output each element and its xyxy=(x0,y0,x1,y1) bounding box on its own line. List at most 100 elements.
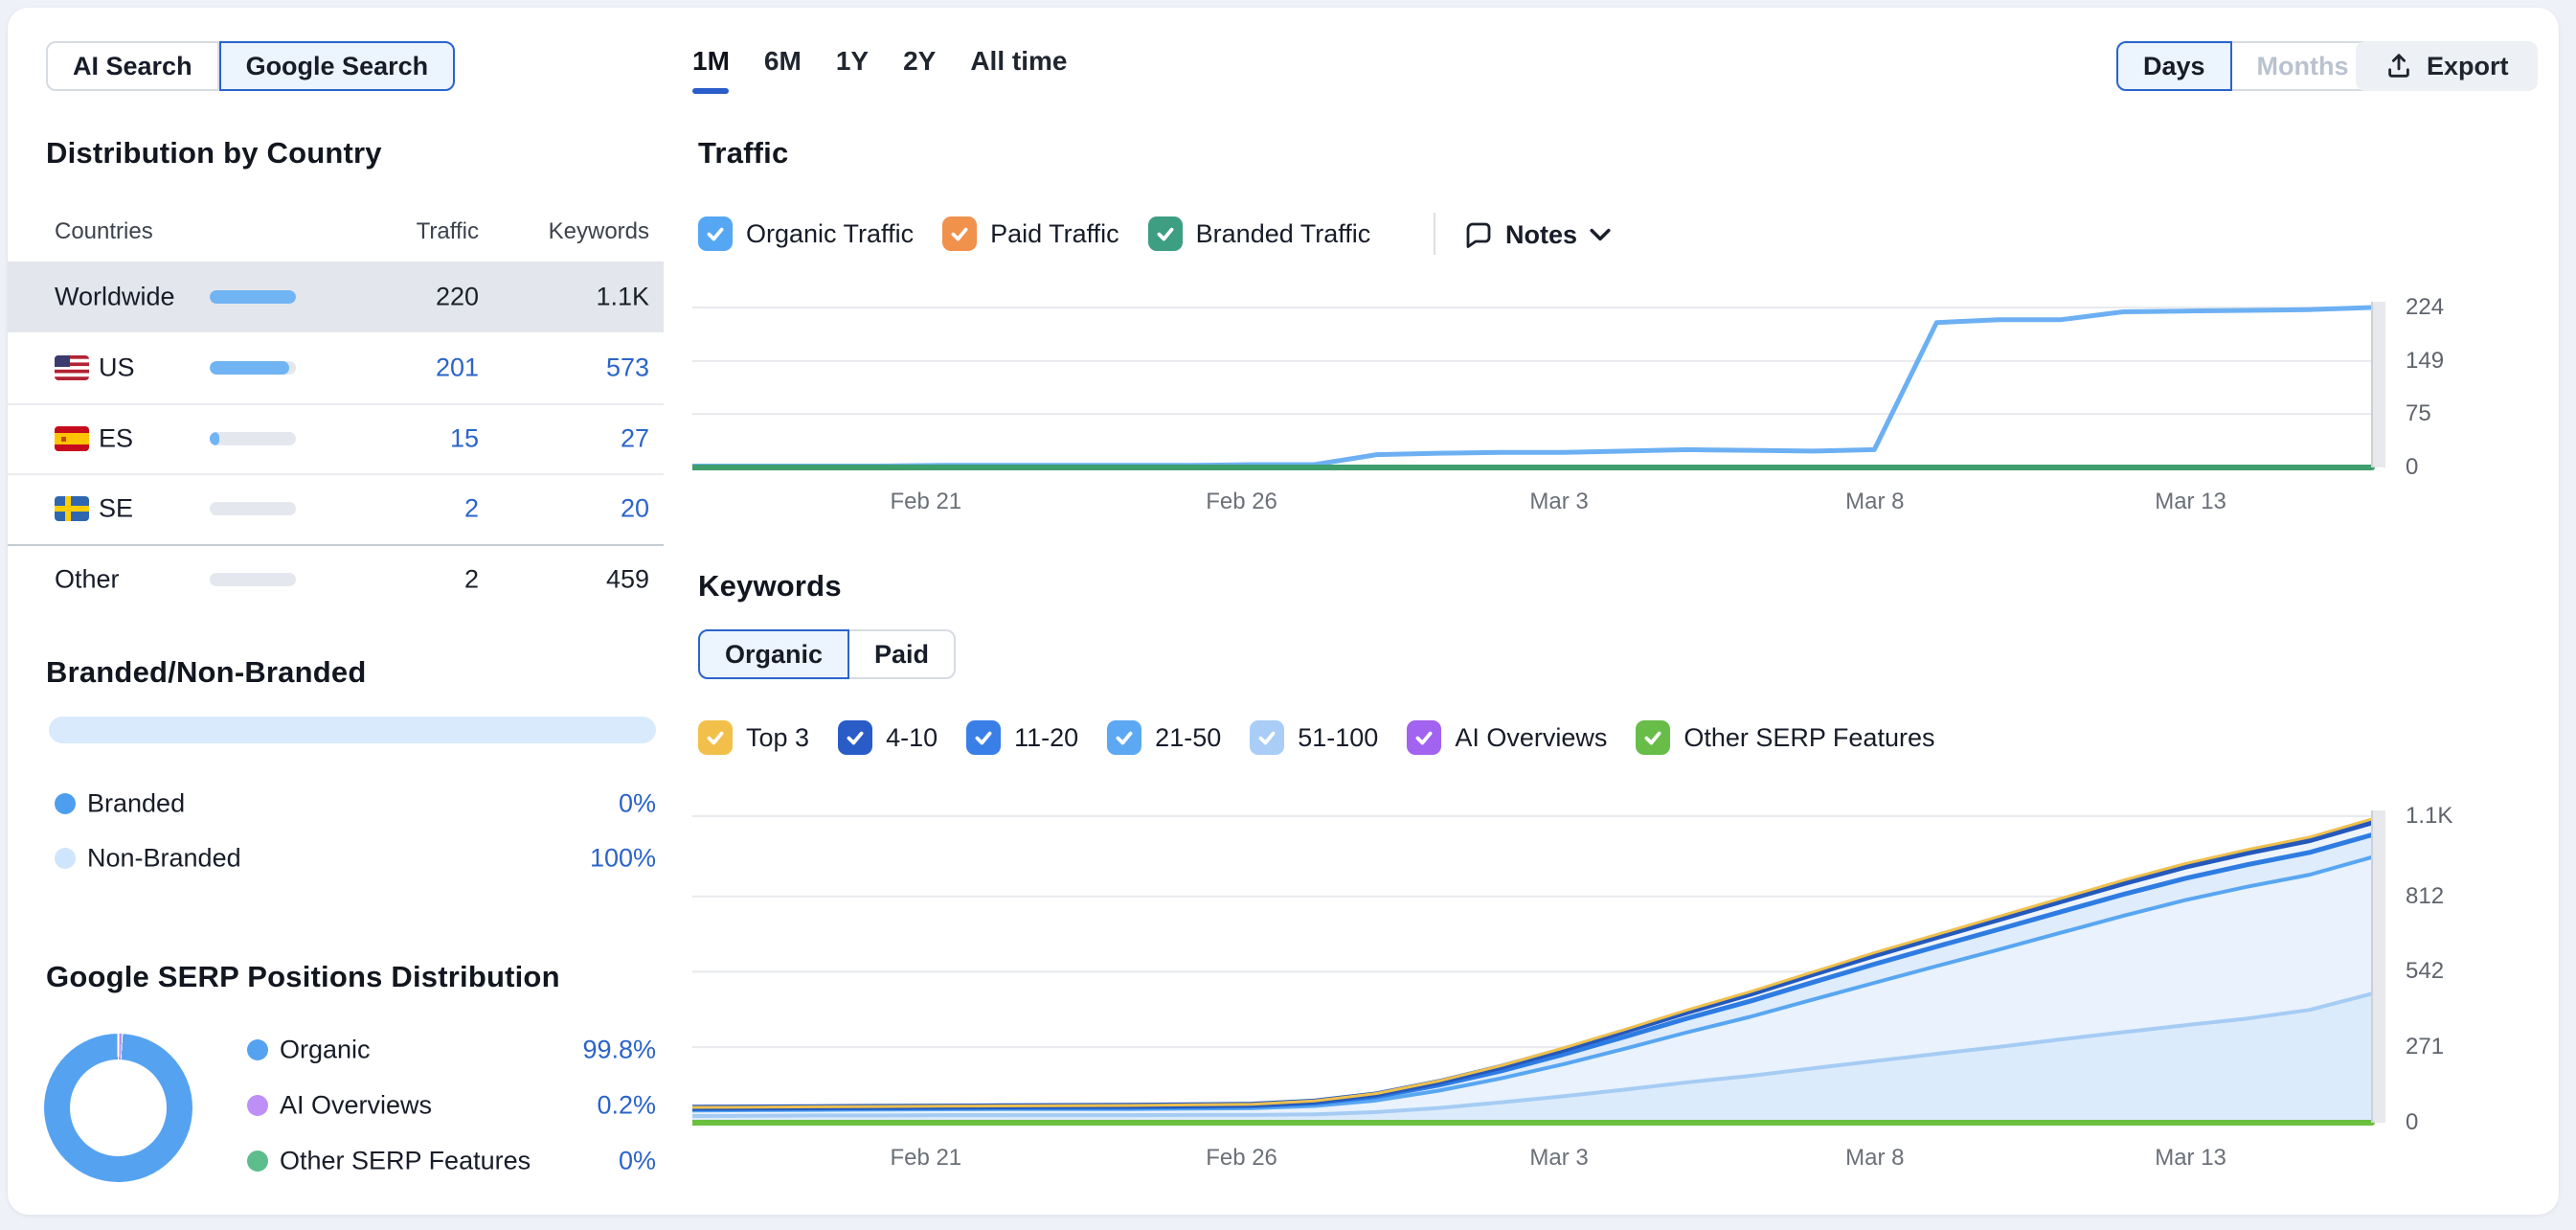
country-name: ES xyxy=(99,423,134,453)
traffic-share-bar xyxy=(210,290,296,304)
tab-all-time[interactable]: All time xyxy=(970,46,1068,76)
legend-value: 99.8% xyxy=(582,1035,656,1064)
traffic-share-bar xyxy=(210,573,296,586)
country-row-worldwide[interactable]: Worldwide 220 1.1K xyxy=(8,262,664,332)
ai-search-toggle-button[interactable]: AI Search xyxy=(46,41,219,91)
row-divider xyxy=(8,544,664,546)
traffic-chart[interactable] xyxy=(692,287,2385,475)
checkbox-checked-icon xyxy=(1107,720,1142,755)
export-label: Export xyxy=(2427,51,2509,80)
pos-4-10-checkbox[interactable]: 4-10 xyxy=(838,720,938,755)
keywords-value-link[interactable]: 573 xyxy=(605,353,649,382)
chevron-down-icon xyxy=(1590,228,1611,241)
traffic-value-link[interactable]: 2 xyxy=(463,493,479,523)
paid-traffic-checkbox[interactable]: Paid Traffic xyxy=(942,216,1119,251)
legend-label: Other SERP Features xyxy=(280,1146,531,1175)
legend-value: 0% xyxy=(618,788,656,818)
branded-legend-item: Branded 0% xyxy=(55,786,656,821)
keywords-value-link[interactable]: 27 xyxy=(620,423,649,453)
filters-divider xyxy=(1434,213,1435,255)
tab-1m[interactable]: 1M xyxy=(692,46,730,76)
organic-keywords-toggle-button[interactable]: Organic xyxy=(698,629,850,679)
organic-traffic-checkbox[interactable]: Organic Traffic xyxy=(698,216,914,251)
traffic-share-bar xyxy=(210,502,296,515)
checkbox-checked-icon xyxy=(1147,216,1183,251)
branded-section-title: Branded/Non-Branded xyxy=(46,655,367,689)
months-toggle-button[interactable]: Months xyxy=(2231,41,2376,91)
filter-label: 11-20 xyxy=(1014,722,1079,752)
pos-21-50-checkbox[interactable]: 21-50 xyxy=(1107,720,1221,755)
top3-checkbox[interactable]: Top 3 xyxy=(698,720,809,755)
y-axis-tick-label: 75 xyxy=(2406,400,2431,427)
tab-2y[interactable]: 2Y xyxy=(903,46,937,76)
traffic-share-bar-fill xyxy=(210,432,219,445)
filter-label: Top 3 xyxy=(746,722,810,752)
notes-dropdown[interactable]: Notes xyxy=(1462,216,1611,253)
x-axis-tick-label: Feb 26 xyxy=(1206,489,1277,514)
serp-legend-other-features: Other SERP Features 0% xyxy=(247,1144,656,1178)
checkbox-checked-icon xyxy=(942,216,978,251)
keywords-section-title: Keywords xyxy=(698,569,842,603)
country-name: SE xyxy=(99,493,134,523)
note-bubble-icon xyxy=(1462,219,1493,250)
traffic-share-bar xyxy=(210,432,296,445)
us-flag-icon xyxy=(55,355,89,380)
days-toggle-button[interactable]: Days xyxy=(2116,41,2232,91)
non-branded-legend-item: Non-Branded 100% xyxy=(55,841,656,876)
ai-overviews-checkbox[interactable]: AI Overviews xyxy=(1407,720,1607,755)
country-row-other[interactable]: Other 2 459 xyxy=(8,544,664,615)
column-header-traffic: Traffic xyxy=(416,218,479,244)
legend-label: Branded xyxy=(87,788,186,818)
keywords-x-axis: Feb 21 Feb 26 Mar 3 Mar 8 Mar 13 xyxy=(0,1145,2576,1175)
checkbox-checked-icon xyxy=(698,720,733,755)
traffic-value: 2 xyxy=(463,564,479,594)
ai-overviews-dot-icon xyxy=(247,1095,268,1116)
filter-label: Organic Traffic xyxy=(746,218,915,248)
notes-label: Notes xyxy=(1505,219,1578,249)
tab-1y[interactable]: 1Y xyxy=(835,46,870,76)
traffic-filters: Organic Traffic Paid Traffic Branded Tra… xyxy=(698,216,1370,251)
tab-6m[interactable]: 6M xyxy=(763,46,802,76)
serp-section-title: Google SERP Positions Distribution xyxy=(46,960,560,993)
x-axis-tick-label: Feb 21 xyxy=(890,1145,962,1171)
traffic-y-axis: 224 149 75 0 xyxy=(2406,287,2492,480)
traffic-value-link[interactable]: 15 xyxy=(449,423,479,453)
keywords-filters: Top 3 4-10 11-20 21-50 51-100 AI Overvie… xyxy=(698,720,1934,755)
pos-11-20-checkbox[interactable]: 11-20 xyxy=(966,720,1078,755)
paid-keywords-toggle-button[interactable]: Paid xyxy=(849,629,957,679)
legend-label: Non-Branded xyxy=(87,843,241,873)
se-flag-icon xyxy=(55,496,89,521)
export-button[interactable]: Export xyxy=(2356,41,2538,91)
x-axis-tick-label: Mar 8 xyxy=(1845,1145,1905,1171)
traffic-x-axis: Feb 21 Feb 26 Mar 3 Mar 8 Mar 13 xyxy=(0,489,2576,519)
country-row-es[interactable]: ES 15 27 xyxy=(8,403,664,474)
traffic-value-link[interactable]: 201 xyxy=(435,353,479,382)
branded-traffic-checkbox[interactable]: Branded Traffic xyxy=(1147,216,1370,251)
row-divider xyxy=(8,473,664,475)
keywords-value: 459 xyxy=(605,564,649,594)
country-row-us[interactable]: US 201 573 xyxy=(8,332,664,403)
country-row-se[interactable]: SE 2 20 xyxy=(8,473,664,544)
es-flag-icon xyxy=(55,426,89,451)
keywords-chart[interactable] xyxy=(692,790,2385,1133)
x-axis-tick-label: Mar 8 xyxy=(1845,489,1905,514)
filter-label: 4-10 xyxy=(886,722,938,752)
legend-label: AI Overviews xyxy=(280,1090,433,1120)
pos-51-100-checkbox[interactable]: 51-100 xyxy=(1250,720,1378,755)
export-icon xyxy=(2384,52,2413,80)
keywords-value-link[interactable]: 20 xyxy=(620,493,649,523)
legend-label: Organic xyxy=(280,1035,371,1064)
other-serp-dot-icon xyxy=(247,1150,268,1172)
country-distribution-title: Distribution by Country xyxy=(46,136,382,170)
other-serp-features-checkbox[interactable]: Other SERP Features xyxy=(1636,720,1934,755)
x-axis-tick-label: Feb 21 xyxy=(890,489,962,514)
country-name: US xyxy=(99,353,135,382)
branded-dot-icon xyxy=(55,793,76,814)
y-axis-tick-label: 542 xyxy=(2406,958,2445,985)
donut-hole xyxy=(70,1059,167,1156)
google-search-toggle-button[interactable]: Google Search xyxy=(218,41,456,91)
x-axis-tick-label: Mar 13 xyxy=(2155,489,2226,514)
column-header-countries: Countries xyxy=(55,218,153,244)
x-axis-tick-label: Mar 3 xyxy=(1529,1145,1589,1171)
x-axis-tick-label: Mar 3 xyxy=(1529,489,1589,514)
